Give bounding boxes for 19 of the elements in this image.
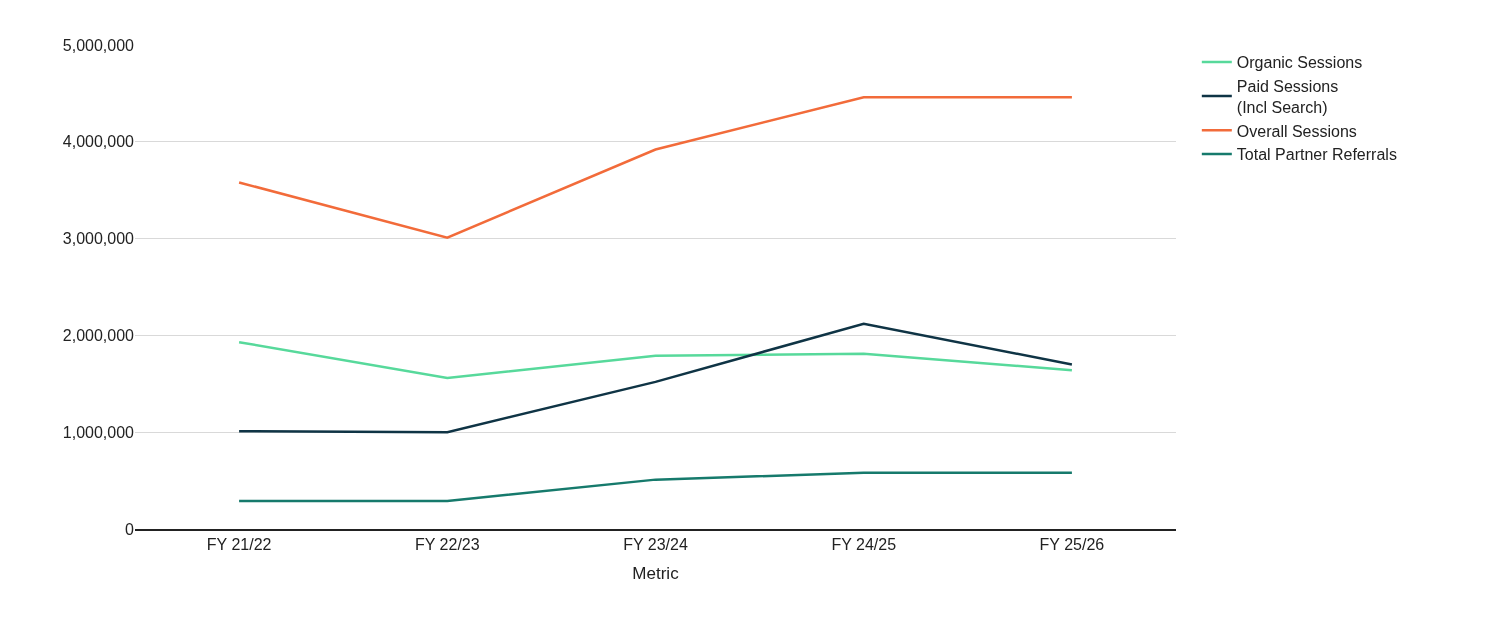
x-axis-title: Metric (632, 563, 680, 583)
line-series (237, 96, 1074, 239)
x-tick-label: FY 24/25 (831, 535, 897, 553)
y-tick-label: 2,000,000 (62, 327, 135, 344)
x-tick-label: FY 22/23 (414, 535, 480, 553)
y-tick-label: 4,000,000 (62, 133, 135, 151)
legend-label: Paid Sessions (Incl Search) (1236, 77, 1339, 116)
legend-label: Total Partner Referrals (1236, 146, 1397, 164)
x-tick-label: FY 21/22 (206, 535, 272, 553)
line-series (237, 340, 1074, 380)
y-tick-label: 0 (125, 520, 135, 538)
y-tick-label: 3,000,000 (62, 230, 135, 248)
x-tick-label: FY 25/26 (1039, 535, 1105, 553)
y-tick-label: 1,000,000 (62, 423, 135, 441)
x-tick-label: FY 23/24 (623, 535, 688, 553)
y-tick-label: 5,000,000 (62, 36, 135, 54)
line-series (237, 322, 1074, 434)
legend-label: Overall Sessions (1236, 122, 1357, 140)
legend-label: Organic Sessions (1236, 54, 1363, 72)
